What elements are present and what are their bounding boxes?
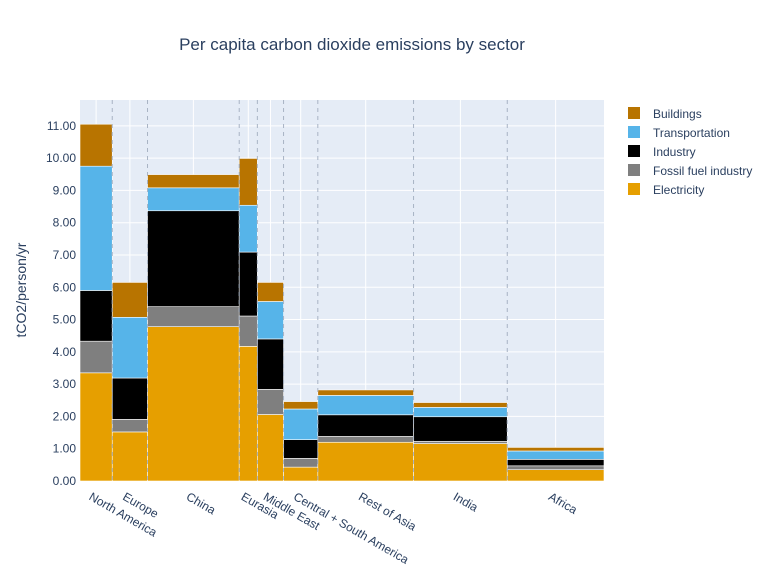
x-tick-label: Africa: [546, 489, 580, 517]
bar-segment: [111, 431, 148, 482]
x-tick-label: India: [451, 489, 481, 514]
legend-label: Transportation: [653, 126, 730, 140]
bar-segment: [79, 372, 113, 482]
bar-segment: [413, 407, 508, 418]
bar-segment: [506, 469, 605, 482]
bar-segment: [317, 414, 414, 437]
bar-segment: [238, 251, 258, 317]
y-tick-label: 1.00: [53, 442, 77, 456]
bar-segment: [257, 389, 284, 415]
bar-segment: [317, 395, 414, 416]
y-tick-labels: 0.00 1.00 2.00 3.00 4.00 5.00 6.00 7.00 8.00 9.00…: [46, 119, 76, 488]
bar-segment: [413, 402, 508, 408]
bar-segment: [257, 282, 284, 302]
bar-segment: [111, 316, 148, 379]
y-tick-label: 7.00: [53, 248, 77, 262]
bar-segment: [413, 440, 508, 444]
x-tick-label: Rest of Asia: [356, 489, 419, 533]
bar-segment: [238, 158, 258, 206]
y-axis-title: tCO2/person/yr: [13, 242, 29, 337]
y-tick-label: 2.00: [53, 409, 77, 423]
bar-segment: [79, 340, 113, 374]
bar-segment: [283, 466, 319, 482]
legend-label: Fossil fuel industry: [653, 164, 752, 178]
y-tick-label: 0.00: [53, 474, 77, 488]
chart-title: Per capita carbon dioxide emissions by s…: [179, 35, 525, 54]
legend-label: Electricity: [653, 183, 704, 197]
bar-segment: [413, 416, 508, 442]
bar-segment: [147, 187, 240, 212]
bar-segment: [147, 326, 240, 482]
legend-label: Buildings: [653, 107, 702, 121]
y-tick-label: 3.00: [53, 377, 77, 391]
bar-segment: [147, 174, 240, 189]
bar-segment: [238, 315, 258, 347]
bar-segment: [317, 436, 414, 443]
bar-segment: [257, 338, 284, 390]
bar-segment: [506, 450, 605, 460]
legend-swatch: [628, 145, 640, 157]
bar-segment: [283, 439, 319, 459]
bar-segment: [257, 301, 284, 340]
y-tick-label: 6.00: [53, 280, 77, 294]
bar-segment: [238, 346, 258, 482]
bar-segment: [238, 204, 258, 253]
x-tick-label: China: [184, 489, 218, 517]
bar-segment: [506, 459, 605, 467]
bar-segment: [283, 401, 319, 410]
legend-label: Industry: [653, 145, 696, 159]
legend-swatch: [628, 107, 640, 119]
bar-segment: [111, 282, 148, 318]
bar-segment: [111, 419, 148, 433]
bar-segment: [79, 165, 113, 291]
legend-swatch: [628, 126, 640, 138]
bar-segment: [257, 414, 284, 482]
legend: Buildings Transportation Industry Fossil fu…: [628, 107, 752, 197]
y-tick-label: 9.00: [53, 183, 77, 197]
legend-swatch: [628, 183, 640, 195]
bar-segment: [317, 441, 414, 482]
bar-segment: [111, 377, 148, 420]
y-tick-label: 4.00: [53, 345, 77, 359]
bar-segment: [317, 389, 414, 396]
y-tick-label: 5.00: [53, 313, 77, 327]
legend-swatch: [628, 164, 640, 176]
bar-segment: [79, 290, 113, 342]
bar-segment: [147, 210, 240, 307]
bar-segment: [413, 443, 508, 482]
bar-segment: [79, 123, 113, 167]
y-tick-label: 10.00: [46, 151, 76, 165]
bar-segment: [147, 306, 240, 327]
bars: [79, 123, 605, 482]
y-tick-label: 11.00: [47, 119, 76, 133]
bar-segment: [283, 458, 319, 468]
y-tick-label: 8.00: [53, 216, 77, 230]
bar-segment: [506, 465, 605, 470]
bar-segment: [283, 408, 319, 440]
bar-segment: [506, 447, 605, 452]
